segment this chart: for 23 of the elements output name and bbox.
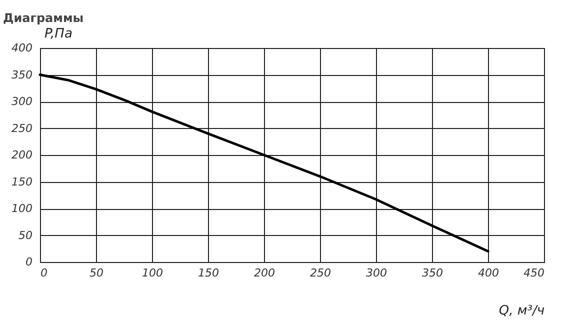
x-tick-label: 0: [40, 266, 48, 280]
chart-title: Диаграммы: [3, 11, 84, 25]
x-tick-label: 400: [478, 266, 499, 280]
x-tick-label: 250: [310, 266, 331, 280]
y-tick-label: 50: [18, 228, 32, 242]
x-tick-label: 150: [198, 266, 219, 280]
y-tick-label: 0: [26, 256, 32, 268]
x-tick-label: 350: [422, 266, 443, 280]
line-series: [38, 74, 490, 253]
y-tick-label: 350: [12, 68, 32, 82]
y-tick-label: 400: [12, 42, 32, 54]
y-tick-label: 100: [12, 202, 32, 215]
x-tick-label: 50: [90, 266, 104, 280]
y-axis-title: P,Па: [44, 26, 72, 42]
x-axis-title: Q, м³/ч: [498, 304, 545, 318]
x-tick-label: 200: [254, 266, 275, 280]
y-tick-label: 200: [12, 148, 32, 162]
y-tick-label: 250: [12, 122, 32, 135]
x-tick-label: 100: [142, 266, 163, 280]
x-tick-label: 450: [524, 266, 544, 280]
x-tick-label: 300: [366, 266, 387, 280]
y-tick-label: 300: [12, 95, 32, 108]
y-tick-label: 150: [12, 175, 32, 188]
